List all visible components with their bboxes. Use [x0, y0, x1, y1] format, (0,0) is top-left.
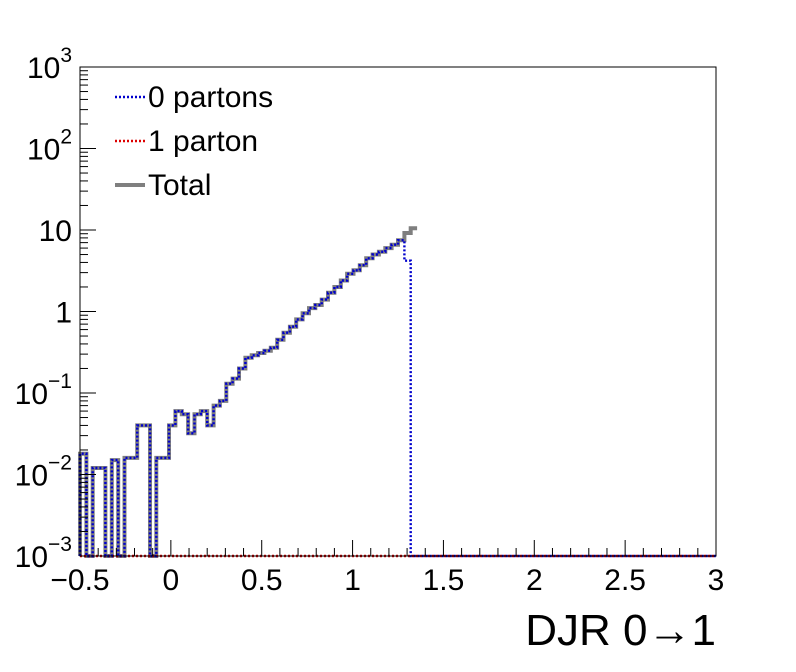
x-tick-label: −0.5 [50, 564, 109, 597]
y-tick-label: 1 [55, 297, 72, 330]
y-tick-label: 10 [39, 215, 72, 248]
x-tick-label: 0 [163, 564, 180, 597]
tick-layer: −0.5 0 0.5 1 1.5 2 2.5 3 10−3 10−2 10−1 1 10 102 103 [15, 44, 725, 597]
legend-label-1-parton: 1 parton [148, 125, 258, 158]
x-tick-label: 1 [344, 564, 361, 597]
y-tick-label: 102 [27, 126, 72, 167]
legend: 0 partons 1 parton Total [115, 81, 273, 202]
legend-label-total: Total [148, 169, 211, 202]
y-tick-label: 10−2 [15, 452, 72, 493]
x-axis-title: DJR 0→1 [525, 606, 716, 655]
y-tick-label: 103 [27, 44, 72, 85]
x-tick-label: 0.5 [241, 564, 283, 597]
y-tick-label: 10−1 [15, 370, 72, 411]
x-tick-label: 2.5 [604, 564, 646, 597]
legend-label-0-partons: 0 partons [148, 81, 273, 114]
x-tick-label: 1.5 [423, 564, 465, 597]
x-tick-label: 3 [708, 564, 725, 597]
y-tick-label: 10−3 [15, 533, 72, 574]
x-tick-label: 2 [526, 564, 543, 597]
